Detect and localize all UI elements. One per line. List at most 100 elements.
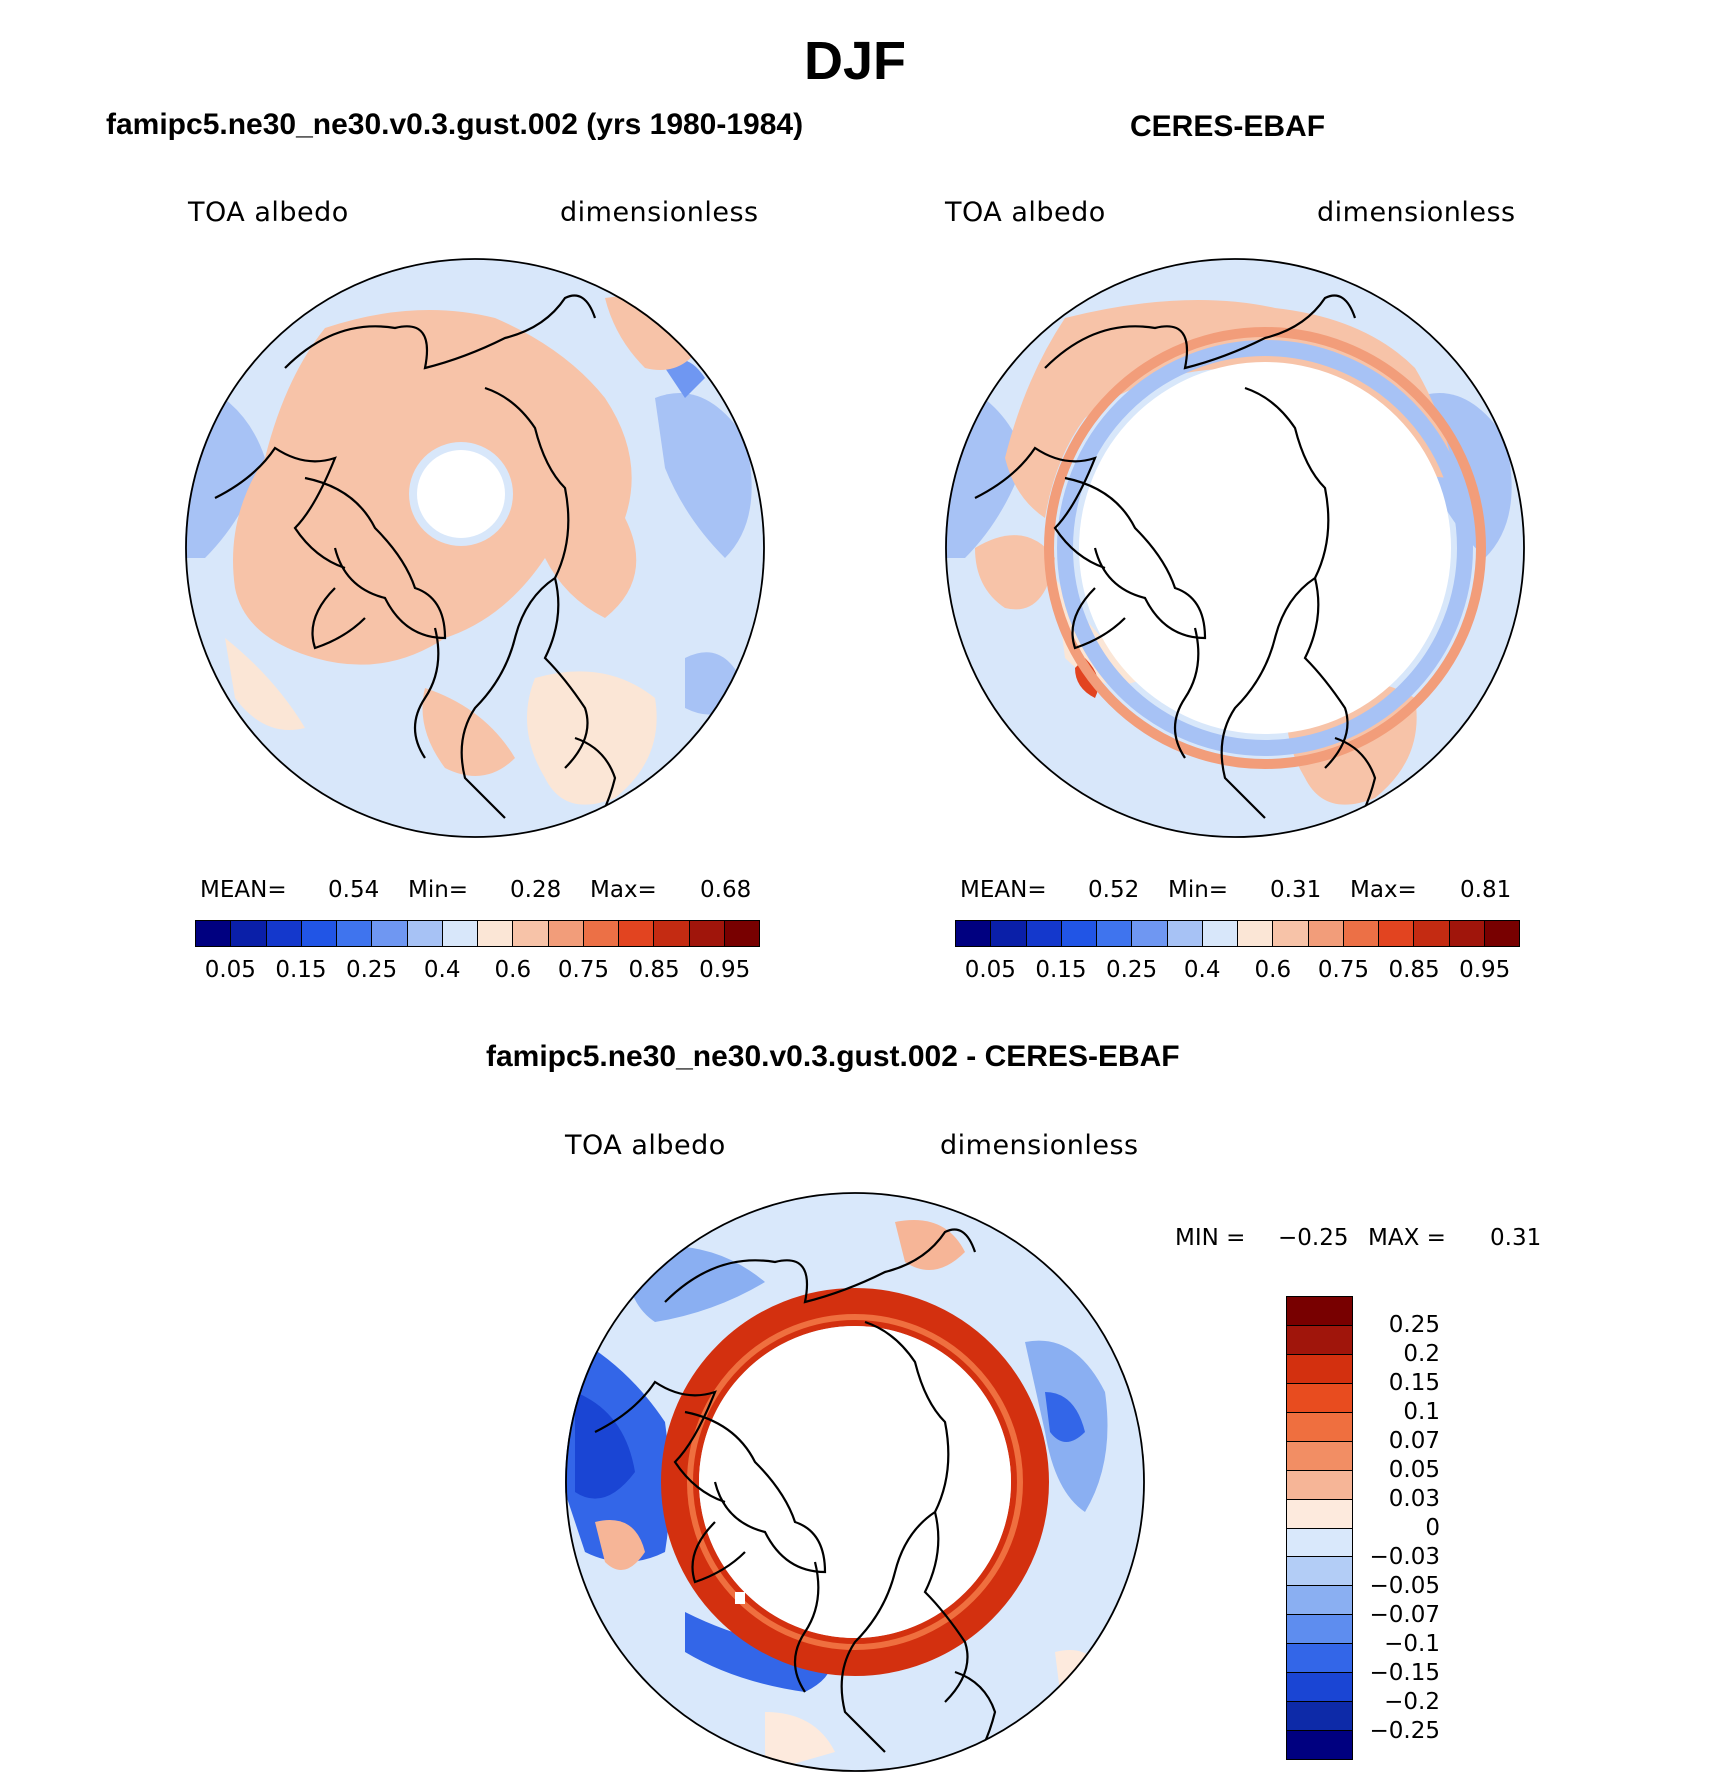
- colorbar-tick-label: 0.95: [699, 957, 751, 983]
- colorbar-segment: [583, 921, 619, 946]
- colorbar-segment: [991, 921, 1027, 946]
- colorbar-segment: [1097, 921, 1133, 946]
- colorbar-tick-label: −0.05: [1369, 1573, 1440, 1599]
- colorbar-segment: [1287, 1325, 1352, 1355]
- colorbar-segment: [1026, 921, 1062, 946]
- colorbar-segment: [1287, 1528, 1352, 1558]
- colorbar-segment: [478, 921, 514, 946]
- colorbar-segment: [1273, 921, 1309, 946]
- panel-2-colorbar: [955, 920, 1520, 947]
- colorbar-tick-label: 0.2: [1403, 1341, 1440, 1367]
- colorbar-segment: [1287, 1412, 1352, 1442]
- colorbar-segment: [1308, 921, 1344, 946]
- colorbar-segment: [1287, 1644, 1352, 1674]
- panel-1-mean-value: 0.54: [328, 877, 380, 903]
- colorbar-segment: [1287, 1615, 1352, 1645]
- panel-2-polar-map: [945, 258, 1525, 838]
- colorbar-tick-label: 0.25: [345, 957, 398, 983]
- colorbar-tick-label: 0.25: [1388, 1312, 1440, 1338]
- colorbar-segment: [1287, 1383, 1352, 1413]
- panel-2-variable-label: TOA albedo: [945, 197, 1106, 228]
- colorbar-tick-label: 0.1: [1403, 1399, 1440, 1425]
- panel-1-polar-map: [185, 258, 765, 838]
- colorbar-segment: [619, 921, 655, 946]
- colorbar-tick-label: −0.1: [1384, 1631, 1440, 1657]
- panel-2-title: CERES-EBAF: [1130, 110, 1326, 143]
- panel-2-mean-value: 0.52: [1088, 877, 1140, 903]
- panel-3-colorbar: [1286, 1296, 1353, 1760]
- colorbar-segment: [1287, 1673, 1352, 1703]
- colorbar-tick-label: 0.85: [1388, 957, 1440, 983]
- colorbar-tick-label: 0.6: [494, 957, 532, 983]
- colorbar-segment: [1287, 1586, 1352, 1616]
- panel-2-max-value: 0.81: [1460, 877, 1512, 903]
- panel-1-max-value: 0.68: [700, 877, 752, 903]
- colorbar-segment: [231, 921, 267, 946]
- colorbar-segment: [513, 921, 549, 946]
- colorbar-segment: [1379, 921, 1415, 946]
- panel-3-min-value: −0.25: [1278, 1225, 1349, 1251]
- panel-3-units-label: dimensionless: [940, 1130, 1139, 1161]
- colorbar-tick-label: −0.25: [1369, 1718, 1440, 1744]
- panel-2-mean-label: MEAN=: [960, 877, 1047, 903]
- colorbar-segment: [548, 921, 584, 946]
- colorbar-segment: [956, 921, 992, 946]
- colorbar-segment: [1287, 1499, 1352, 1529]
- colorbar-segment: [266, 921, 302, 946]
- colorbar-segment: [1287, 1470, 1352, 1500]
- panel-3-title: famipc5.ne30_ne30.v0.3.gust.002 - CERES-…: [486, 1040, 1180, 1073]
- figure-title: DJF: [803, 31, 906, 91]
- colorbar-segment: [689, 921, 725, 946]
- colorbar-segment: [1287, 1731, 1352, 1759]
- colorbar-segment: [407, 921, 443, 946]
- colorbar-tick-label: 0.07: [1388, 1428, 1440, 1454]
- colorbar-tick-label: 0.05: [964, 957, 1016, 983]
- colorbar-tick-label: 0.15: [1035, 957, 1087, 983]
- colorbar-segment: [301, 921, 337, 946]
- colorbar-tick-label: 0.4: [423, 957, 461, 983]
- colorbar-segment: [654, 921, 690, 946]
- colorbar-tick-label: 0: [1425, 1515, 1440, 1541]
- colorbar-segment: [1414, 921, 1450, 946]
- panel-2-max-label: Max=: [1350, 877, 1417, 903]
- colorbar-tick-label: 0.75: [1317, 957, 1370, 983]
- colorbar-segment: [1167, 921, 1203, 946]
- colorbar-segment: [337, 921, 373, 946]
- panel-2-units-label: dimensionless: [1317, 197, 1516, 228]
- panel-3-max-value: 0.31: [1490, 1225, 1542, 1251]
- colorbar-tick-label: −0.15: [1369, 1660, 1440, 1686]
- colorbar-segment: [724, 921, 759, 946]
- colorbar-segment: [1287, 1441, 1352, 1471]
- colorbar-segment: [1061, 921, 1097, 946]
- panel-3-min-label: MIN =: [1175, 1225, 1246, 1251]
- panel-3-max-label: MAX =: [1368, 1225, 1446, 1251]
- colorbar-segment: [1287, 1702, 1352, 1732]
- panel-2-min-value: 0.31: [1270, 877, 1322, 903]
- colorbar-tick-label: −0.2: [1384, 1689, 1440, 1715]
- colorbar-tick-label: 0.05: [204, 957, 256, 983]
- colorbar-tick-label: 0.75: [557, 957, 610, 983]
- colorbar-segment: [442, 921, 478, 946]
- panel-1-mean-label: MEAN=: [200, 877, 287, 903]
- panel-3-variable-label: TOA albedo: [565, 1130, 726, 1161]
- colorbar-tick-label: 0.15: [1388, 1370, 1440, 1396]
- colorbar-tick-label: −0.07: [1369, 1602, 1440, 1628]
- colorbar-segment: [372, 921, 408, 946]
- colorbar-segment: [1132, 921, 1168, 946]
- colorbar-segment: [1449, 921, 1485, 946]
- colorbar-tick-label: 0.85: [628, 957, 680, 983]
- colorbar-tick-label: 0.6: [1254, 957, 1292, 983]
- panel-1-max-label: Max=: [590, 877, 657, 903]
- panel-2-min-label: Min=: [1168, 877, 1229, 903]
- colorbar-segment: [1287, 1557, 1352, 1587]
- colorbar-segment: [1287, 1354, 1352, 1384]
- panel-3-polar-map: [565, 1192, 1145, 1772]
- panel-1-min-value: 0.28: [510, 877, 562, 903]
- colorbar-tick-label: −0.03: [1369, 1544, 1440, 1570]
- colorbar-segment: [1202, 921, 1238, 946]
- colorbar-tick-label: 0.03: [1388, 1486, 1440, 1512]
- colorbar-segment: [1238, 921, 1274, 946]
- colorbar-tick-label: 0.25: [1105, 957, 1158, 983]
- panel-1-colorbar: [195, 920, 760, 947]
- colorbar-tick-label: 0.95: [1459, 957, 1511, 983]
